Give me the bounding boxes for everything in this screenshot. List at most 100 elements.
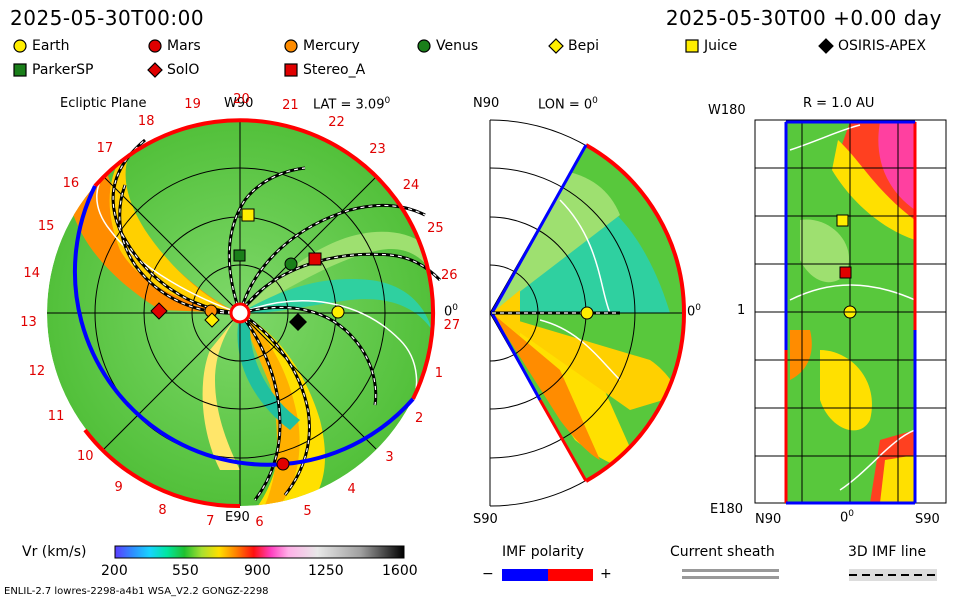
current-sheath-line-2 xyxy=(682,576,779,579)
carrington-label: 24 xyxy=(402,178,420,194)
earth-marker xyxy=(331,305,345,319)
legend-item-stereo-a: Stereo_A xyxy=(283,62,365,78)
imf-minus-label: − xyxy=(482,566,494,582)
meridional-top-left: N90 xyxy=(473,96,500,111)
legend-item-bepi: Bepi xyxy=(548,38,599,54)
ecliptic-right-label: 00 xyxy=(444,303,459,320)
radial-top-left: W180 xyxy=(708,103,746,118)
bepi-marker xyxy=(204,312,220,328)
datetime-left: 2025-05-30T00:00 xyxy=(10,6,205,30)
current-sheath-line-1 xyxy=(682,569,779,572)
carrington-label: 26 xyxy=(440,268,458,284)
ecliptic-bottom-label: E90 xyxy=(225,510,250,525)
mars-marker xyxy=(276,457,290,471)
legend-item-mercury: Mercury xyxy=(283,38,360,54)
meridional-right-label: 00 xyxy=(687,303,702,320)
circle-marker-icon xyxy=(417,39,431,53)
parkersp-marker xyxy=(233,249,246,262)
velocity-colorbar xyxy=(114,545,405,559)
colorbar-label: Vr (km/s) xyxy=(22,544,87,560)
legend-item-label: Earth xyxy=(32,38,70,54)
imf-negative-swatch xyxy=(502,569,548,581)
colorbar-tick-200: 200 xyxy=(101,563,128,579)
colorbar-tick-1250: 1250 xyxy=(308,563,344,579)
current-sheath-title: Current sheath xyxy=(670,544,775,560)
juice-marker-radial xyxy=(836,214,849,227)
square-marker-icon xyxy=(685,39,699,53)
imf-line-title: 3D IMF line xyxy=(848,544,927,560)
legend-item-label: Mercury xyxy=(303,38,360,54)
legend-item-juice: Juice xyxy=(684,38,737,54)
diamond-marker-icon xyxy=(818,38,834,54)
meridional-panel xyxy=(489,119,686,507)
ecliptic-lat-label: LAT = 3.090 xyxy=(313,96,391,113)
legend-item-osiris-apex: OSIRIS-APEX xyxy=(818,38,926,54)
carrington-label: 1 xyxy=(434,365,444,381)
legend-item-parkersp: ParkerSP xyxy=(12,62,93,78)
radial-title: R = 1.0 AU xyxy=(803,96,875,111)
carrington-label: 8 xyxy=(158,502,167,518)
carrington-label: 11 xyxy=(47,408,65,424)
imf-plus-label: + xyxy=(600,566,612,582)
datetime-right: 2025-05-30T00 +0.00 day xyxy=(665,6,942,30)
carrington-label: 22 xyxy=(328,115,345,131)
meridional-bottom-left: S90 xyxy=(473,512,498,527)
imf-positive-swatch xyxy=(548,569,593,581)
carrington-label: 15 xyxy=(37,218,55,234)
legend-item-label: SolO xyxy=(167,62,200,78)
legend-item-label: Stereo_A xyxy=(303,62,366,78)
carrington-label: 18 xyxy=(137,114,155,129)
colorbar-tick-1600: 1600 xyxy=(382,563,418,579)
carrington-label: 4 xyxy=(347,481,356,497)
carrington-label: 5 xyxy=(303,503,312,519)
legend-item-solo: SolO xyxy=(147,62,199,78)
circle-marker-icon xyxy=(13,39,27,53)
radial-x-mid: 00 xyxy=(840,509,855,526)
carrington-label: 19 xyxy=(184,97,201,113)
legend-item-venus: Venus xyxy=(416,38,478,54)
radial-mid-left: 1 xyxy=(737,303,746,318)
venus-marker xyxy=(284,257,298,271)
radial-x-left: N90 xyxy=(755,512,782,527)
carrington-label: 23 xyxy=(369,142,386,158)
carrington-label: 13 xyxy=(20,315,37,331)
radial-panel xyxy=(754,119,947,505)
legend-item-label: Juice xyxy=(704,38,738,54)
square-marker-icon xyxy=(284,63,298,77)
diamond-marker-icon xyxy=(147,62,163,78)
carrington-label: 14 xyxy=(23,265,40,281)
square-marker-icon xyxy=(13,63,27,77)
legend-item-earth: Earth xyxy=(12,38,70,54)
legend-item-label: OSIRIS-APEX xyxy=(838,38,926,54)
carrington-label: 7 xyxy=(206,514,215,530)
carrington-label: 10 xyxy=(76,448,94,464)
colorbar-tick-550: 550 xyxy=(172,563,199,579)
diamond-marker-icon xyxy=(548,38,564,54)
carrington-label: 3 xyxy=(385,450,394,466)
circle-marker-icon xyxy=(284,39,298,53)
carrington-label: 20 xyxy=(233,92,250,107)
colorbar-tick-900: 900 xyxy=(244,563,271,579)
footer-left: ENLIL-2.7 lowres-2298-a4b1 WSA_V2.2 GONG… xyxy=(4,586,269,597)
legend-item-mars: Mars xyxy=(147,38,201,54)
solo-marker xyxy=(150,302,168,320)
osiris-apex-marker xyxy=(289,313,307,331)
circle-marker-icon xyxy=(148,39,162,53)
radial-x-right: S90 xyxy=(915,512,940,527)
legend-item-label: Bepi xyxy=(568,38,599,54)
carrington-label: 17 xyxy=(96,140,114,156)
juice-marker xyxy=(241,208,255,222)
carrington-label: 16 xyxy=(62,176,80,192)
legend-item-label: ParkerSP xyxy=(32,62,94,78)
ecliptic-top-label: W90 xyxy=(224,96,254,111)
ecliptic-panel xyxy=(47,118,442,509)
earth-marker-meridional xyxy=(580,306,594,320)
stereo-a-marker xyxy=(308,252,322,266)
stereo-a-marker-radial xyxy=(839,266,852,279)
carrington-label: 2 xyxy=(414,411,424,427)
carrington-label: 12 xyxy=(28,363,46,379)
carrington-label: 6 xyxy=(255,514,264,530)
carrington-label: 9 xyxy=(114,480,123,496)
legend-item-label: Mars xyxy=(167,38,201,54)
